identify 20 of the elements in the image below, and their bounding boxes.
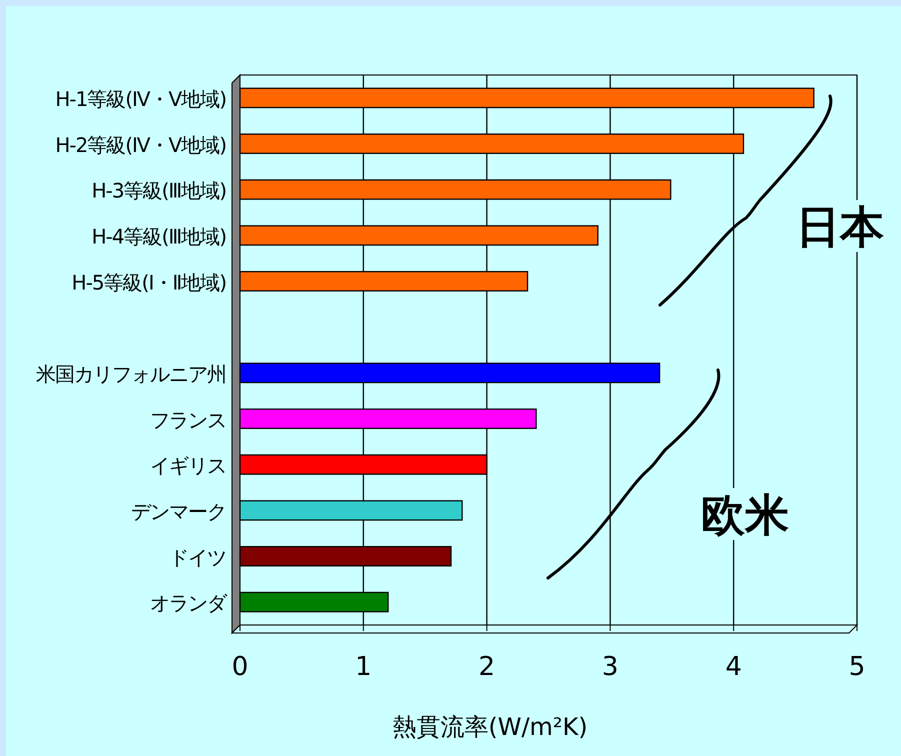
x-tick-label: 1 — [355, 652, 372, 682]
x-tick-label: 5 — [848, 652, 866, 682]
y-tick-label: H-4等級(Ⅲ地域) — [92, 224, 226, 248]
y-tick-label: H-1等級(Ⅳ・Ⅴ地域) — [55, 86, 226, 111]
y-tick-label: イギリス — [150, 454, 226, 478]
x-tick-label: 2 — [478, 652, 496, 682]
y-tick-label: 米国カリフォルニア州 — [36, 362, 226, 386]
annotation: 欧米 — [701, 490, 789, 541]
y-tick-label: H-2等級(Ⅳ・Ⅴ地域) — [55, 132, 226, 157]
x-tick-label: 3 — [602, 652, 618, 682]
y-tick-label: フランス — [150, 408, 226, 432]
y-tick-label: H-3等級(Ⅲ地域) — [92, 178, 226, 203]
x-tick-label: 0 — [232, 652, 248, 682]
x-axis-title: 熱貫流率(W/m²K) — [392, 713, 588, 741]
x-tick-label: 4 — [725, 652, 742, 682]
annotation: 日本 — [796, 202, 884, 253]
y-tick-label: デンマーク — [131, 499, 226, 524]
y-tick-label: H-5等級(Ⅰ・Ⅱ地域) — [72, 270, 226, 294]
y-tick-label: ドイツ — [169, 545, 226, 570]
y-tick-label: オランダ — [150, 591, 228, 616]
